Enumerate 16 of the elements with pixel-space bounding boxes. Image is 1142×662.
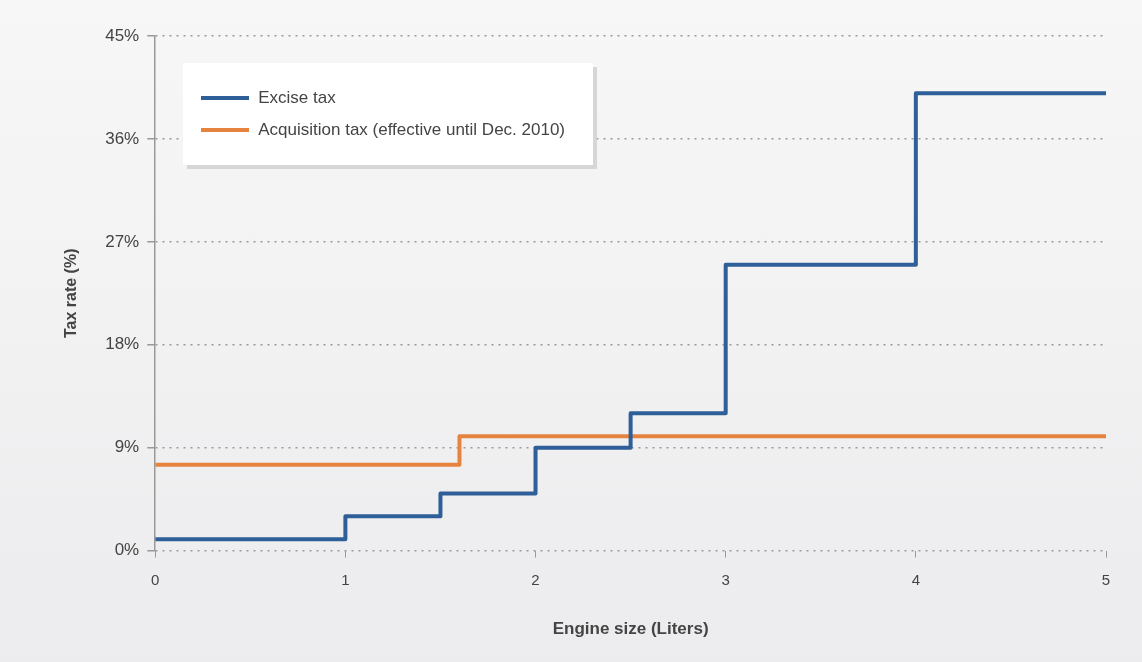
y-tick-label: 18% xyxy=(105,334,140,354)
x-axis-title: Engine size (Liters) xyxy=(552,619,709,639)
legend-label: Acquisition tax (effective until Dec. 2010) xyxy=(258,120,566,140)
y-tick-label: 9% xyxy=(114,437,140,457)
legend-label: Excise tax xyxy=(258,88,336,108)
x-tick-label: 4 xyxy=(911,570,921,588)
x-tick-label: 0 xyxy=(151,570,160,588)
x-tick-label: 1 xyxy=(341,570,350,588)
x-tick-label: 2 xyxy=(531,570,540,588)
x-tick-label: 3 xyxy=(721,570,730,588)
y-tick-label: 45% xyxy=(105,25,140,45)
y-tick-label: 27% xyxy=(105,231,140,251)
y-axis-title: Tax rate (%) xyxy=(62,248,80,339)
y-tick-label: 0% xyxy=(114,540,140,560)
y-tick-label: 36% xyxy=(105,128,140,148)
x-tick-label: 5 xyxy=(1101,570,1111,588)
